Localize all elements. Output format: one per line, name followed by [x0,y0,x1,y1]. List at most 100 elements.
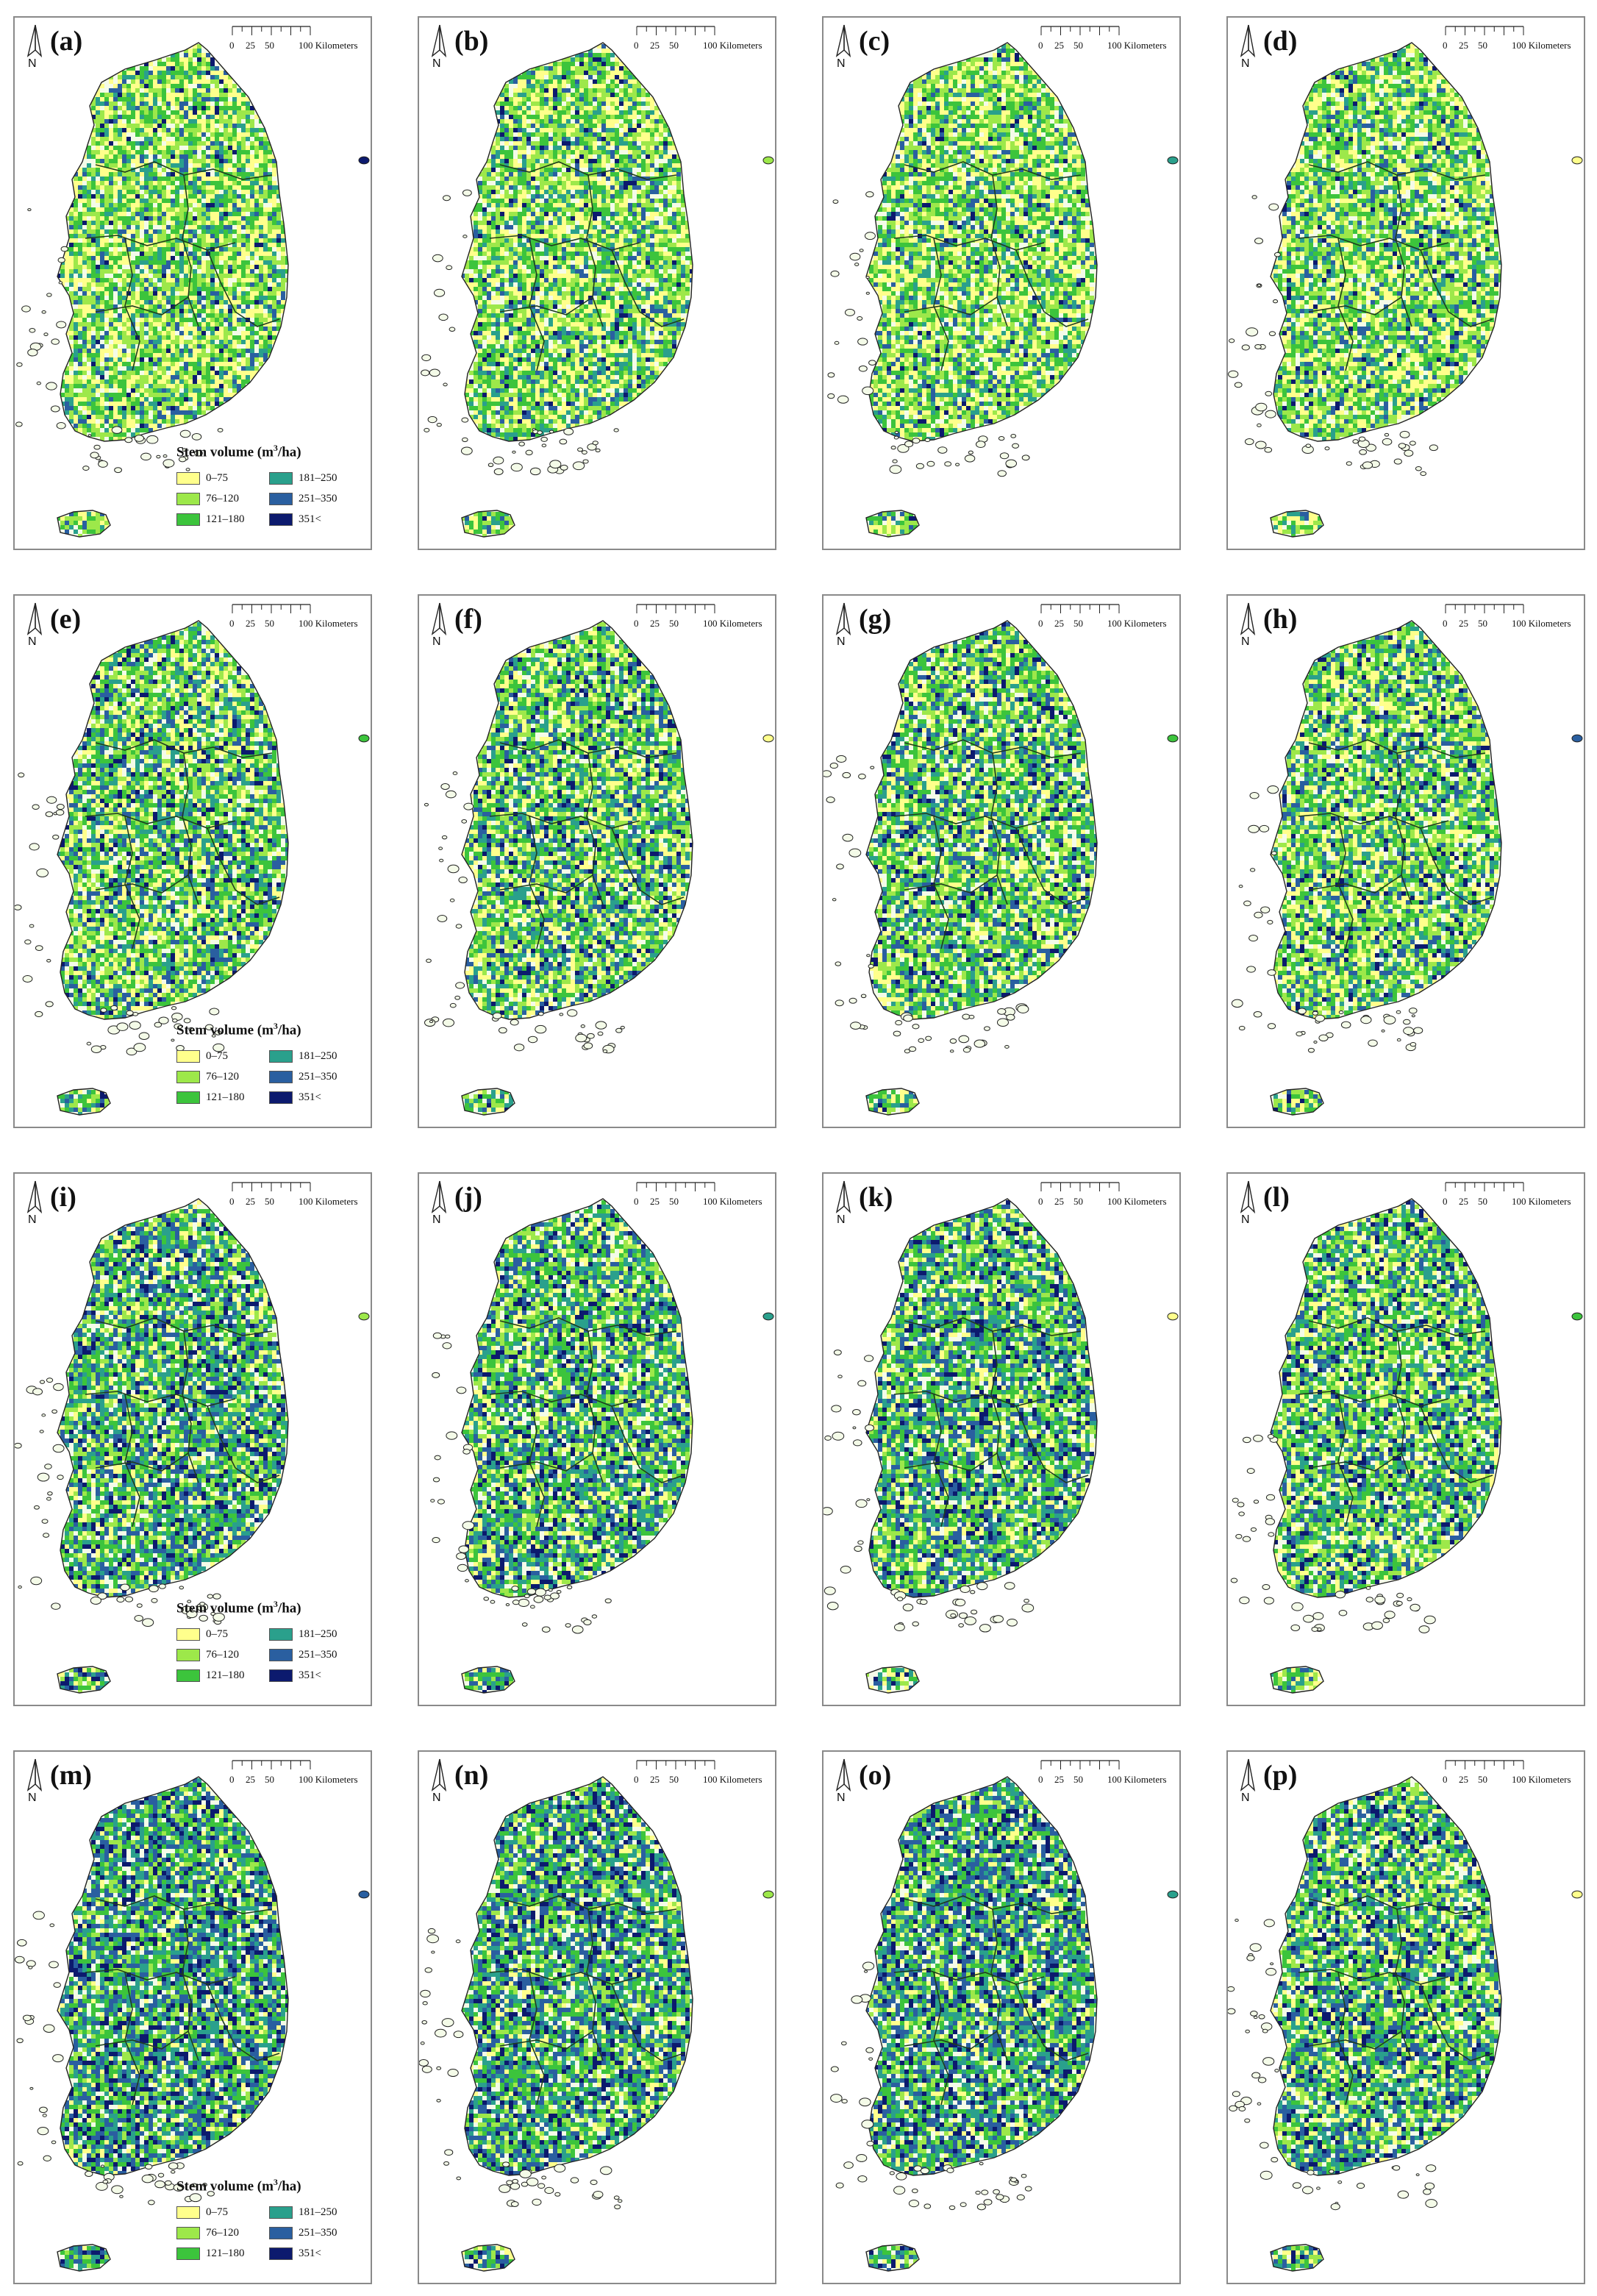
jeju-coastline [1270,1666,1324,1694]
island [1571,1312,1583,1321]
island [492,1012,502,1019]
island [445,790,457,799]
island [537,2183,546,2189]
island [53,1982,61,1988]
island [1251,195,1257,199]
island [461,819,468,824]
island [919,1599,928,1605]
scale-label: 25 [1459,1774,1468,1786]
province-boundary [1337,1972,1354,2106]
scale-label: 50 [1478,40,1487,51]
island [1409,441,1416,446]
island [110,1005,118,1011]
island [524,1594,530,1599]
island [1024,2186,1032,2192]
legend-item: 0–75 [176,1050,228,1065]
scale-bar: 0 25 50 100 Kilometers [228,1180,368,1209]
province-boundary [1308,2031,1402,2050]
island [920,2167,930,2175]
island [1338,1010,1344,1014]
island [823,770,832,777]
island [1296,1031,1303,1037]
island [24,939,32,945]
island [1262,1584,1271,1590]
island [133,1043,146,1052]
legend-item: 181–250 [269,1050,337,1065]
island [597,1031,604,1036]
island [188,1027,195,1032]
island [1316,2186,1321,2190]
island [1270,1962,1274,1966]
panel-label: (c) [859,25,890,57]
stem-volume-raster [57,622,288,1115]
island [827,393,835,399]
island [178,456,187,463]
island [465,1579,469,1583]
north-label: N [28,1213,37,1227]
province-boundary [1298,1969,1449,1985]
scale-label: 0 [229,1196,235,1208]
province-boundary [904,296,998,315]
island [51,1409,58,1414]
island [28,1965,33,1969]
island [456,2176,462,2181]
island [602,1049,608,1053]
legend-swatch [269,2227,293,2240]
coastline [1270,42,1502,442]
island [100,1008,107,1013]
stem-volume-raster [1271,44,1501,537]
legend-item: 76–120 [176,1071,239,1085]
stem-volume-map [424,620,774,1116]
island [171,1038,175,1042]
island [1346,461,1352,466]
island [148,2200,155,2206]
province-boundary [893,235,1045,251]
island [582,459,589,464]
island [1268,203,1279,211]
coastline [1270,620,1502,1020]
island [583,1042,593,1049]
legend-swatch [269,1669,293,1683]
province-boundary [611,1405,685,1483]
legend-item: 76–120 [176,493,239,507]
island [183,1018,191,1024]
legend-label: 351< [299,2247,321,2259]
scale-label: 25 [246,618,255,630]
north-arrow-icon [835,24,851,58]
legend-swatch [269,1628,293,1641]
island [52,834,60,840]
island [590,2179,598,2186]
north-label: N [837,57,846,71]
island [1313,1040,1318,1044]
island [581,450,587,454]
island [506,2180,513,2186]
island [535,1588,546,1597]
legend-swatch [269,1091,293,1105]
island [1402,1019,1411,1025]
scale-label: 100 Kilometers [299,1774,358,1786]
island [583,1619,592,1626]
island [490,1600,496,1604]
island [1251,2072,1261,2079]
island [1249,868,1256,872]
island [857,2175,868,2183]
legend-item: 76–120 [176,2227,239,2242]
province-boundary [1395,1330,1412,1483]
island [102,2179,109,2184]
province-boundary [95,1452,189,1472]
island [866,2140,874,2147]
island [843,2161,854,2170]
island [864,232,876,240]
island [866,954,871,958]
province-boundary [1395,1908,1412,2061]
legend-item: 251–350 [269,1649,337,1664]
province-boundary [990,1330,1008,1483]
island [1010,2177,1018,2183]
island [968,450,973,454]
island [1396,1592,1404,1599]
island [1403,1027,1415,1035]
scale-bar: 0 25 50 100 Kilometers [1037,602,1176,631]
island [182,448,187,452]
scale-label: 0 [1038,1196,1043,1208]
island [443,2161,450,2166]
